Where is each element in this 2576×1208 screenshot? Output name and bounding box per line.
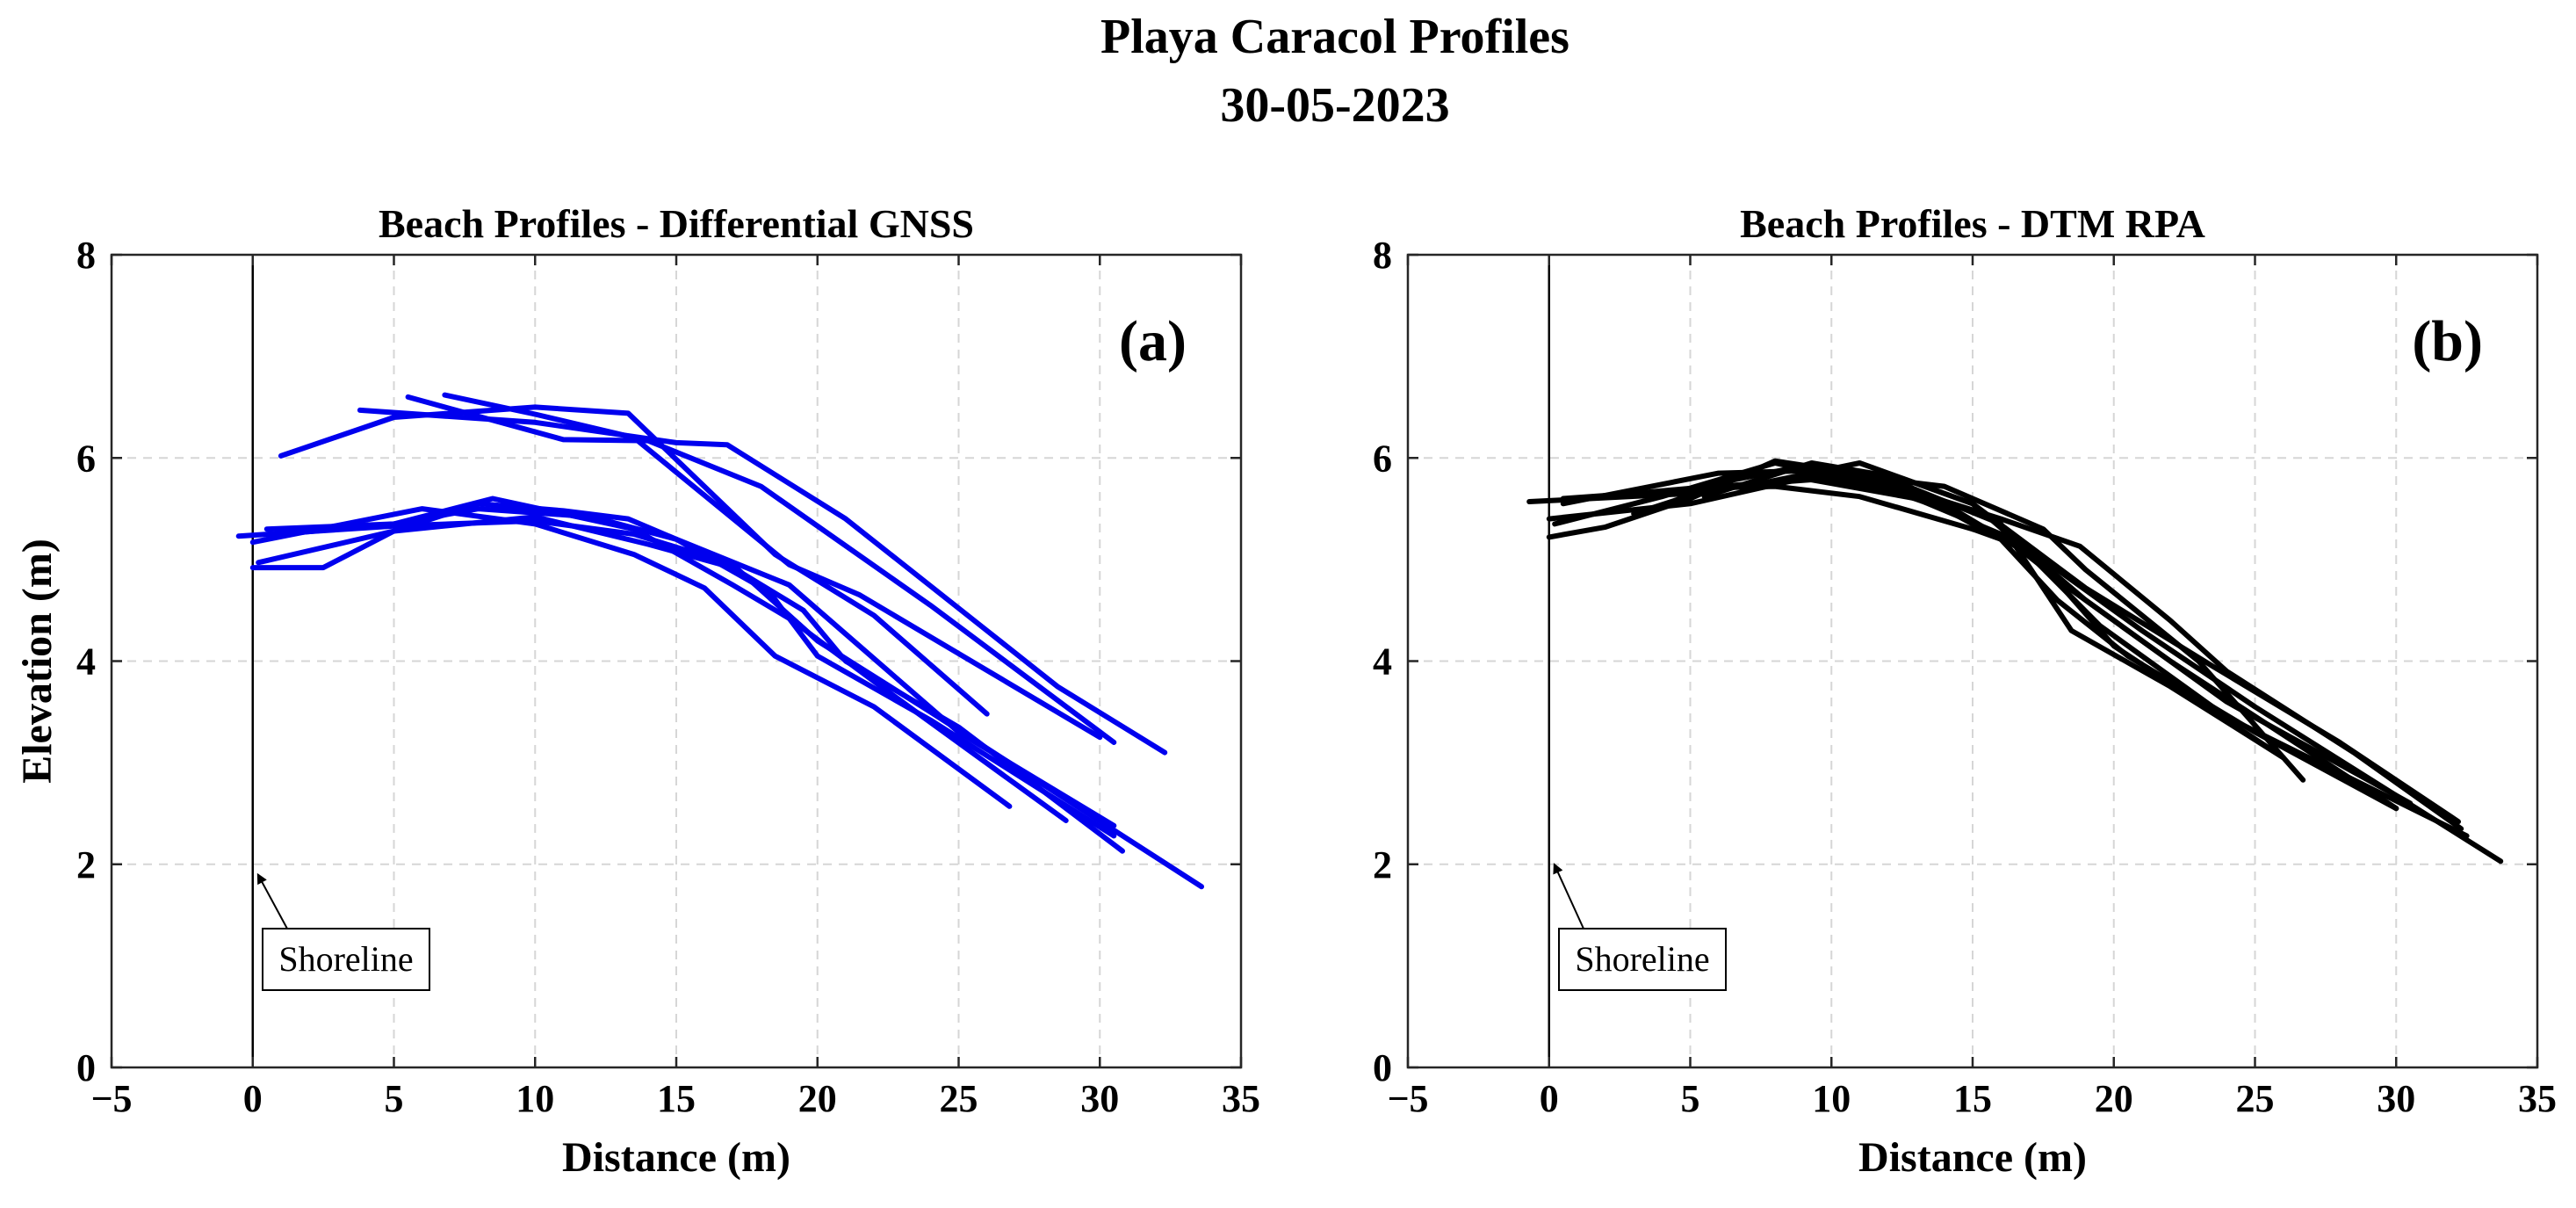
- panel-a-y-tick-label: 4: [76, 640, 96, 684]
- panel-b-profile-line-7: [1701, 460, 2461, 825]
- panel-a-x-tick-label: 25: [940, 1077, 978, 1120]
- panel-b-y-tick-label: 2: [1373, 843, 1392, 886]
- panel-b-title: Beach Profiles - DTM RPA: [1740, 201, 2205, 246]
- panel-a-x-tick-label: 10: [516, 1077, 554, 1120]
- panel-a-x-tick-label: 15: [657, 1077, 696, 1120]
- panel-a-profile-line-10: [278, 506, 1117, 839]
- panel-b-x-tick-label: 10: [1812, 1077, 1851, 1120]
- panel-a-profile-line-3: [405, 394, 1117, 745]
- panel-a-y-tick-label: 0: [76, 1046, 96, 1089]
- panel-b-x-tick-label: 0: [1540, 1077, 1559, 1120]
- panel-a-x-axis-label: Distance (m): [562, 1134, 790, 1181]
- panel-b-x-tick-label: 20: [2095, 1077, 2133, 1120]
- panel-a-profile-line-4: [442, 392, 1103, 741]
- panel-a-y-tick-label: 8: [76, 234, 96, 277]
- panel-b-y-tick-label: 0: [1373, 1046, 1392, 1089]
- panel-a-x-tick-label: 0: [243, 1077, 263, 1120]
- panel-b-x-tick-label: −5: [1387, 1077, 1428, 1120]
- panel-a-x-tick-label: −5: [90, 1077, 132, 1120]
- panel-b-x-tick-label: 25: [2236, 1077, 2275, 1120]
- panel-a-profile-line-1: [278, 404, 990, 717]
- figure-title-line2: 30-05-2023: [1220, 78, 1449, 133]
- panel-b-shoreline-box: [1558, 928, 1727, 991]
- panel-b-panel-tag: (b): [2412, 309, 2483, 373]
- panel-a-profile-line-6: [249, 501, 1117, 828]
- panel-a-panel-tag: (a): [1119, 309, 1187, 373]
- panel-a-x-tick-label: 5: [385, 1077, 404, 1120]
- panel-a-profile-line-9: [256, 514, 1125, 854]
- panel-a-profile-line-2: [357, 407, 1168, 756]
- panel-a-y-axis-label: Elevation (m): [14, 539, 61, 784]
- panel-b-x-tick-label: 5: [1681, 1077, 1700, 1120]
- panel-a-shoreline-arrow: [256, 872, 288, 930]
- figure-title-line1: Playa Caracol Profiles: [1100, 10, 1569, 64]
- panel-b-shoreline-arrow: [1553, 863, 1584, 930]
- panel-a-x-tick-label: 35: [1222, 1077, 1260, 1120]
- panel-b-x-tick-label: 15: [1953, 1077, 1992, 1120]
- panel-a-shoreline-label: Shoreline: [278, 939, 413, 979]
- panel-a-x-tick-label: 20: [798, 1077, 837, 1120]
- panel-a-title: Beach Profiles - Differential GNSS: [379, 201, 974, 246]
- panel-b-y-tick-label: 8: [1373, 234, 1392, 277]
- panel-b-profile-line-8: [1631, 475, 2470, 839]
- panel-b-profile-line-10: [1687, 483, 2286, 761]
- panel-a-y-tick-label: 2: [76, 843, 96, 886]
- panel-b-shoreline-label: Shoreline: [1575, 939, 1709, 979]
- panel-a-shoreline-box: [262, 928, 430, 991]
- panel-a-x-tick-label: 30: [1080, 1077, 1119, 1120]
- panel-b-x-tick-label: 35: [2518, 1077, 2557, 1120]
- panel-b-x-axis-label: Distance (m): [1858, 1134, 2087, 1181]
- panel-b-y-tick-label: 6: [1373, 437, 1392, 480]
- panel-b-profile-line-1: [1526, 470, 2306, 783]
- panel-a-profile-line-8: [249, 506, 1013, 809]
- panel-b-x-tick-label: 30: [2377, 1077, 2415, 1120]
- panel-b-y-tick-label: 4: [1373, 640, 1392, 684]
- panel-a-y-tick-label: 6: [76, 437, 96, 480]
